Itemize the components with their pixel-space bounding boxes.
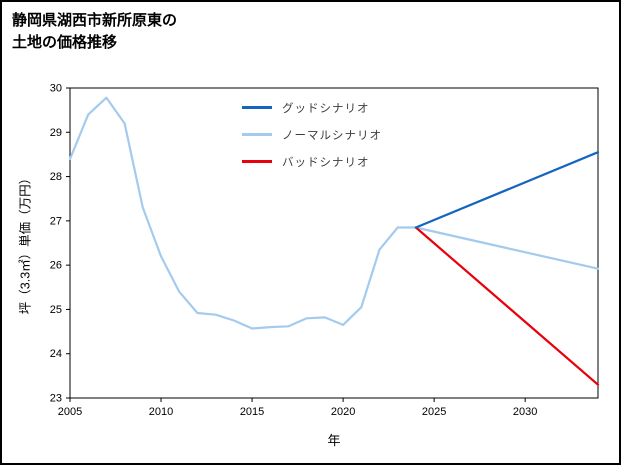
y-tick-label: 23 xyxy=(50,393,62,405)
x-tick-label: 2025 xyxy=(422,406,446,418)
x-tick-label: 2005 xyxy=(58,406,82,418)
legend: グッドシナリオ ノーマルシナリオ バッドシナリオ xyxy=(242,94,382,175)
normal-scenario-line-swatch xyxy=(242,133,272,136)
legend-item-normal: ノーマルシナリオ xyxy=(242,121,382,148)
legend-label-bad: バッドシナリオ xyxy=(282,156,370,169)
y-tick-label: 24 xyxy=(50,348,62,360)
x-tick-label: 2010 xyxy=(149,406,173,418)
x-tick-label: 2030 xyxy=(513,406,537,418)
chart-title-line1: 静岡県湖西市新所原東の xyxy=(12,12,178,29)
y-tick-label: 30 xyxy=(50,83,62,95)
legend-label-good: グッドシナリオ xyxy=(282,102,370,115)
x-axis-label: 年 xyxy=(327,433,341,448)
legend-item-bad: バッドシナリオ xyxy=(242,148,382,175)
x-tick-label: 2020 xyxy=(331,406,355,418)
y-tick-label: 29 xyxy=(50,127,62,139)
x-tick-label: 2015 xyxy=(240,406,264,418)
y-axis-label: 坪（3.3㎡）単価（万円） xyxy=(18,171,33,315)
series-bad-forecast xyxy=(414,226,600,386)
good-scenario-line-swatch xyxy=(242,106,272,109)
y-tick-label: 27 xyxy=(50,215,62,227)
series-history xyxy=(68,96,417,330)
y-tick-label: 26 xyxy=(50,260,62,272)
bad-scenario-line-swatch xyxy=(242,160,272,163)
legend-label-normal: ノーマルシナリオ xyxy=(282,129,382,142)
legend-item-good: グッドシナリオ xyxy=(242,94,382,121)
y-tick-label: 25 xyxy=(50,304,62,316)
chart-title-line2: 土地の価格推移 xyxy=(12,33,118,51)
axes-spines xyxy=(69,87,599,399)
y-tick-label: 28 xyxy=(50,171,62,183)
chart-title: 静岡県湖西市新所原東の 土地の価格推移 xyxy=(12,10,177,54)
series-normal-forecast xyxy=(414,226,600,270)
series-good-forecast xyxy=(414,151,600,229)
